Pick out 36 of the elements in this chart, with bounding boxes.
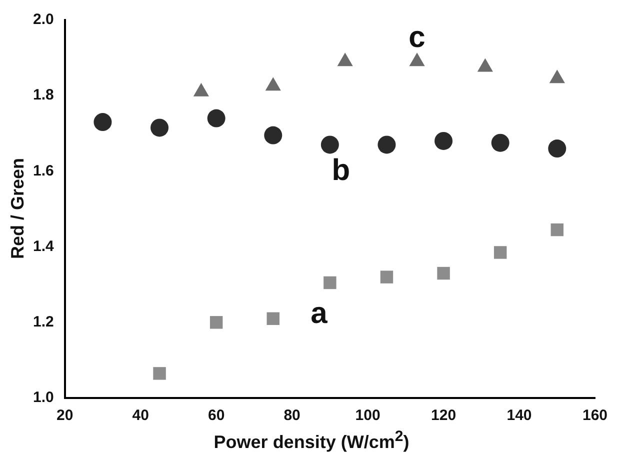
x-tick-label: 60 <box>208 407 225 424</box>
y-tick-label: 1.6 <box>32 162 54 180</box>
point <box>324 276 336 290</box>
point <box>150 118 169 137</box>
series-label: b <box>332 154 350 188</box>
point <box>550 223 564 236</box>
y-tick-label: 1.8 <box>32 86 54 104</box>
point <box>494 246 507 259</box>
point <box>153 367 166 380</box>
x-tick-label: 40 <box>132 407 149 424</box>
point <box>437 266 450 280</box>
y-tick-label: 1.0 <box>32 389 54 406</box>
point <box>380 270 394 284</box>
series-label: c <box>408 20 426 54</box>
point <box>434 132 453 150</box>
series-label: a <box>310 296 328 330</box>
x-tick-label: 140 <box>506 407 532 424</box>
y-tick-label: 1.4 <box>32 238 54 255</box>
point <box>378 136 396 154</box>
point <box>320 136 339 154</box>
point <box>207 109 226 128</box>
point <box>548 140 566 158</box>
point <box>94 113 112 132</box>
point <box>266 312 280 325</box>
x-tick-label: 80 <box>284 407 300 424</box>
x-tick-label: 160 <box>582 407 608 424</box>
x-tick-label: 20 <box>56 407 74 424</box>
y-tick-label: 1.2 <box>32 314 54 331</box>
point <box>491 134 510 152</box>
y-axis-title: Red / Green <box>8 156 28 262</box>
x-tick-label: 100 <box>355 407 380 424</box>
point <box>210 316 223 329</box>
y-tick-label: 2.0 <box>32 11 54 28</box>
point <box>264 126 282 144</box>
x-axis-title: Power density (W/cm$^{2}$) <box>212 428 410 453</box>
x-tick-label: 120 <box>431 407 456 424</box>
